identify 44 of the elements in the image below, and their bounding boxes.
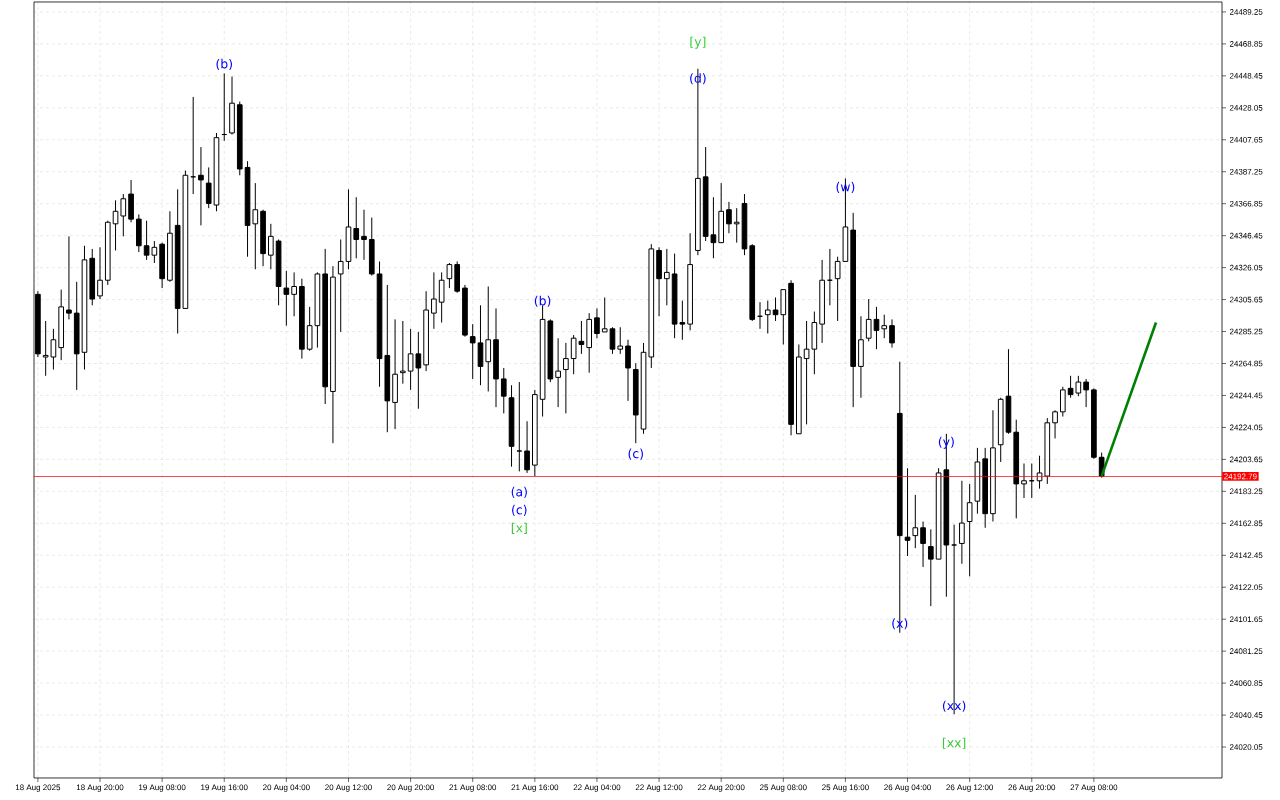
annotation: [xx] <box>942 737 966 749</box>
candlestick <box>1021 463 1027 499</box>
candlestick <box>283 270 290 327</box>
candlestick <box>881 314 888 339</box>
candlestick <box>959 480 965 565</box>
candlestick <box>889 318 895 349</box>
candlestick <box>431 271 437 330</box>
candlestick <box>500 367 507 414</box>
candlestick <box>920 521 926 568</box>
candlestick <box>912 494 919 549</box>
candlestick <box>361 209 367 261</box>
annotation: [x] <box>511 522 527 534</box>
candlestick <box>198 146 204 226</box>
candlestick <box>726 201 732 234</box>
candlestick <box>625 339 631 402</box>
annotation: (c) <box>512 504 527 516</box>
candlestick <box>1060 386 1066 418</box>
candlestick <box>516 381 523 472</box>
annotation: (a) <box>511 486 527 498</box>
candlestick <box>563 342 569 414</box>
candlestick <box>1083 378 1089 408</box>
candlestick <box>438 271 445 324</box>
candlestick <box>555 337 561 408</box>
annotation: (b) <box>534 295 551 307</box>
candlestick <box>485 286 492 392</box>
candlestick <box>291 271 297 317</box>
candlestick <box>353 196 360 259</box>
annotation: (c) <box>628 448 643 460</box>
candlestick <box>904 467 911 557</box>
candlestick <box>97 246 103 300</box>
candlestick <box>524 420 530 474</box>
candlestick <box>664 248 670 306</box>
annotation: [y] <box>690 36 706 49</box>
candlestick <box>66 235 72 320</box>
candlestick <box>966 483 973 577</box>
candlestick <box>928 528 934 607</box>
candlestick <box>446 262 453 289</box>
annotation: (b) <box>216 58 232 70</box>
candlestick <box>594 307 600 339</box>
candlestick <box>617 326 624 355</box>
candlestick <box>400 320 406 385</box>
candlestick <box>1052 409 1058 439</box>
candlestick <box>268 223 274 270</box>
candlestick <box>764 300 771 334</box>
